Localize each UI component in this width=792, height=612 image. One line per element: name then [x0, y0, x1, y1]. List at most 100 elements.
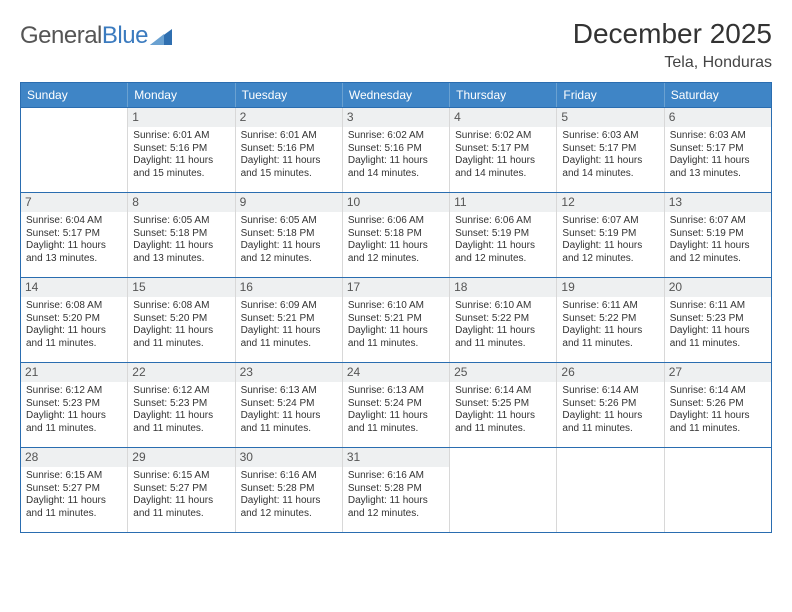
- sunset-line: Sunset: 5:28 PM: [241, 483, 337, 496]
- weekday-header: Sunday: [21, 83, 128, 107]
- daylight-line: Daylight: 11 hours and 11 minutes.: [455, 410, 551, 435]
- daylight-line: Daylight: 11 hours and 12 minutes.: [562, 240, 658, 265]
- day-number: 5: [557, 108, 663, 127]
- sunrise-line: Sunrise: 6:05 AM: [133, 215, 229, 228]
- month-title: December 2025: [573, 18, 772, 50]
- sunset-line: Sunset: 5:17 PM: [562, 143, 658, 156]
- day-cell: 21Sunrise: 6:12 AMSunset: 5:23 PMDayligh…: [21, 363, 128, 447]
- daylight-line: Daylight: 11 hours and 15 minutes.: [241, 155, 337, 180]
- daylight-line: Daylight: 11 hours and 12 minutes.: [455, 240, 551, 265]
- daylight-line: Daylight: 11 hours and 13 minutes.: [26, 240, 122, 265]
- sunrise-line: Sunrise: 6:06 AM: [348, 215, 444, 228]
- sunrise-line: Sunrise: 6:13 AM: [348, 385, 444, 398]
- day-cell: 4Sunrise: 6:02 AMSunset: 5:17 PMDaylight…: [450, 108, 557, 192]
- empty-cell: [21, 108, 128, 192]
- sunrise-line: Sunrise: 6:16 AM: [241, 470, 337, 483]
- day-number: 12: [557, 193, 663, 212]
- sunrise-line: Sunrise: 6:07 AM: [670, 215, 766, 228]
- daylight-line: Daylight: 11 hours and 11 minutes.: [133, 495, 229, 520]
- day-cell: 19 Sunrise: 6:11 AMSunset: 5:22 PMDayligh…: [557, 278, 664, 362]
- day-cell: 14Sunrise: 6:08 AMSunset: 5:20 PMDayligh…: [21, 278, 128, 362]
- title-block: December 2025 Tela, Honduras: [573, 18, 772, 72]
- day-cell: 15Sunrise: 6:08 AMSunset: 5:20 PMDayligh…: [128, 278, 235, 362]
- daylight-line: Daylight: 11 hours and 11 minutes.: [670, 410, 766, 435]
- day-number: 21: [21, 363, 127, 382]
- sunrise-line: Sunrise: 6:14 AM: [670, 385, 766, 398]
- daylight-line: Daylight: 11 hours and 11 minutes.: [348, 410, 444, 435]
- week-row: 28Sunrise: 6:15 AMSunset: 5:27 PMDayligh…: [21, 447, 771, 532]
- day-number: 30: [236, 448, 342, 467]
- day-cell: 20Sunrise: 6:11 AMSunset: 5:23 PMDayligh…: [665, 278, 771, 362]
- empty-cell: [665, 448, 771, 532]
- daylight-line: Daylight: 11 hours and 11 minutes.: [562, 410, 658, 435]
- day-number: 18: [450, 278, 556, 297]
- weekday-header-row: SundayMondayTuesdayWednesdayThursdayFrid…: [21, 83, 771, 107]
- day-number: 8: [128, 193, 234, 212]
- daylight-line: Daylight: 11 hours and 11 minutes.: [241, 325, 337, 350]
- daylight-line: Daylight: 11 hours and 11 minutes.: [133, 325, 229, 350]
- day-number: 2: [236, 108, 342, 127]
- daylight-line: Daylight: 11 hours and 11 minutes.: [133, 410, 229, 435]
- daylight-line: Daylight: 11 hours and 11 minutes.: [26, 325, 122, 350]
- sunset-line: Sunset: 5:18 PM: [241, 228, 337, 241]
- day-cell: 23Sunrise: 6:13 AMSunset: 5:24 PMDayligh…: [236, 363, 343, 447]
- day-cell: 17Sunrise: 6:10 AMSunset: 5:21 PMDayligh…: [343, 278, 450, 362]
- sunset-line: Sunset: 5:24 PM: [348, 398, 444, 411]
- empty-cell: [450, 448, 557, 532]
- sunrise-line: Sunrise: 6:03 AM: [670, 130, 766, 143]
- daylight-line: Daylight: 11 hours and 11 minutes.: [26, 495, 122, 520]
- day-number: 19: [557, 278, 663, 297]
- weekday-header: Monday: [128, 83, 235, 107]
- day-number: 28: [21, 448, 127, 467]
- brand-name-part1: General: [20, 22, 102, 49]
- sunset-line: Sunset: 5:22 PM: [455, 313, 551, 326]
- sunset-line: Sunset: 5:23 PM: [26, 398, 122, 411]
- day-number: 9: [236, 193, 342, 212]
- day-cell: 31Sunrise: 6:16 AMSunset: 5:28 PMDayligh…: [343, 448, 450, 532]
- sunset-line: Sunset: 5:23 PM: [133, 398, 229, 411]
- sunrise-line: Sunrise: 6:14 AM: [455, 385, 551, 398]
- weekday-header: Wednesday: [343, 83, 450, 107]
- sunrise-line: Sunrise: 6:16 AM: [348, 470, 444, 483]
- header: GeneralBlue December 2025 Tela, Honduras: [20, 18, 772, 72]
- week-row: 7Sunrise: 6:04 AMSunset: 5:17 PMDaylight…: [21, 192, 771, 277]
- day-cell: 28Sunrise: 6:15 AMSunset: 5:27 PMDayligh…: [21, 448, 128, 532]
- sunset-line: Sunset: 5:18 PM: [348, 228, 444, 241]
- sunrise-line: Sunrise: 6:04 AM: [26, 215, 122, 228]
- day-cell: 26Sunrise: 6:14 AMSunset: 5:26 PMDayligh…: [557, 363, 664, 447]
- sunrise-line: Sunrise: 6:11 AM: [562, 300, 658, 313]
- week-row: 1Sunrise: 6:01 AMSunset: 5:16 PMDaylight…: [21, 107, 771, 192]
- daylight-line: Daylight: 11 hours and 12 minutes.: [241, 495, 337, 520]
- daylight-line: Daylight: 11 hours and 12 minutes.: [241, 240, 337, 265]
- day-cell: 18Sunrise: 6:10 AMSunset: 5:22 PMDayligh…: [450, 278, 557, 362]
- day-cell: 7Sunrise: 6:04 AMSunset: 5:17 PMDaylight…: [21, 193, 128, 277]
- brand-logo: GeneralBlue: [20, 22, 172, 50]
- daylight-line: Daylight: 11 hours and 12 minutes.: [670, 240, 766, 265]
- sunset-line: Sunset: 5:27 PM: [26, 483, 122, 496]
- day-cell: 10Sunrise: 6:06 AMSunset: 5:18 PMDayligh…: [343, 193, 450, 277]
- weeks-container: 1Sunrise: 6:01 AMSunset: 5:16 PMDaylight…: [21, 107, 771, 532]
- sunset-line: Sunset: 5:19 PM: [670, 228, 766, 241]
- day-cell: 2Sunrise: 6:01 AMSunset: 5:16 PMDaylight…: [236, 108, 343, 192]
- daylight-line: Daylight: 11 hours and 12 minutes.: [348, 495, 444, 520]
- weekday-header: Thursday: [450, 83, 557, 107]
- brand-name-part2: Blue: [102, 22, 148, 49]
- daylight-line: Daylight: 11 hours and 11 minutes.: [26, 410, 122, 435]
- sunset-line: Sunset: 5:19 PM: [562, 228, 658, 241]
- day-number: 4: [450, 108, 556, 127]
- day-cell: 22Sunrise: 6:12 AMSunset: 5:23 PMDayligh…: [128, 363, 235, 447]
- day-cell: 11Sunrise: 6:06 AMSunset: 5:19 PMDayligh…: [450, 193, 557, 277]
- daylight-line: Daylight: 11 hours and 14 minutes.: [562, 155, 658, 180]
- sunset-line: Sunset: 5:21 PM: [348, 313, 444, 326]
- daylight-line: Daylight: 11 hours and 11 minutes.: [562, 325, 658, 350]
- sunset-line: Sunset: 5:25 PM: [455, 398, 551, 411]
- sunset-line: Sunset: 5:22 PM: [562, 313, 658, 326]
- sunset-line: Sunset: 5:23 PM: [670, 313, 766, 326]
- day-number: 3: [343, 108, 449, 127]
- sunrise-line: Sunrise: 6:02 AM: [455, 130, 551, 143]
- day-cell: 6Sunrise: 6:03 AMSunset: 5:17 PMDaylight…: [665, 108, 771, 192]
- day-cell: 3Sunrise: 6:02 AMSunset: 5:16 PMDaylight…: [343, 108, 450, 192]
- day-cell: 9Sunrise: 6:05 AMSunset: 5:18 PMDaylight…: [236, 193, 343, 277]
- week-row: 14Sunrise: 6:08 AMSunset: 5:20 PMDayligh…: [21, 277, 771, 362]
- weekday-header: Friday: [557, 83, 664, 107]
